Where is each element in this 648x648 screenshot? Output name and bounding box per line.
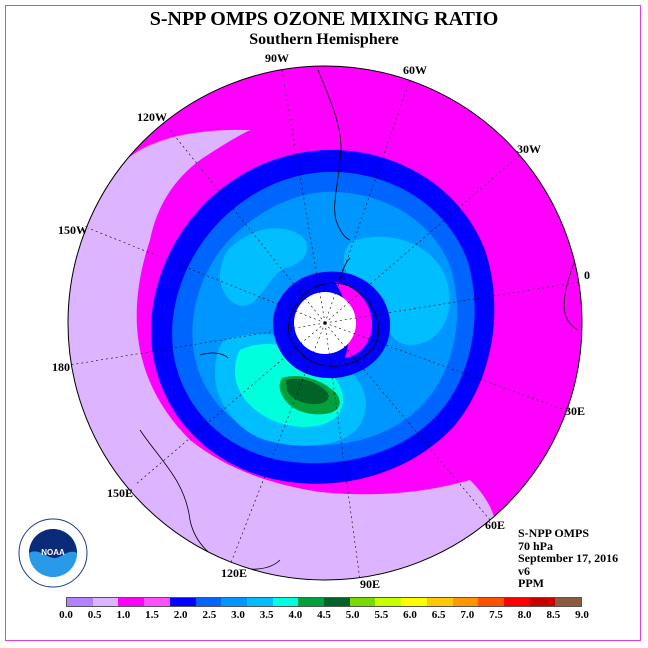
lon-label-180: 180 xyxy=(52,360,70,374)
info-block: S-NPP OMPS 70 hPa September 17, 2016 v6 … xyxy=(518,527,618,590)
colorbar-tick-label: 1.0 xyxy=(116,609,131,621)
colorbar-tick-label: 6.5 xyxy=(431,609,446,621)
info-date: September 17, 2016 xyxy=(518,551,619,565)
lon-label-120e: 120E xyxy=(221,566,248,580)
lon-label-30w: 30W xyxy=(517,142,541,156)
colorbar-segment xyxy=(349,598,376,606)
colorbar-segment xyxy=(221,598,247,606)
colorbar-segment xyxy=(529,598,556,606)
colorbar-tick-label: 2.0 xyxy=(173,609,188,621)
antarctica-coastline xyxy=(288,282,380,367)
colorbar-tick-label: 3.5 xyxy=(259,609,274,621)
info-units: PPM xyxy=(518,576,544,590)
info-instrument: S-NPP OMPS xyxy=(518,526,589,540)
noaa-logo: NOAA xyxy=(18,518,88,588)
info-level: 70 hPa xyxy=(518,538,554,553)
colorbar-tick-label: 5.5 xyxy=(374,609,389,621)
colorbar-segment xyxy=(92,598,119,606)
colorbar-segment xyxy=(401,598,427,606)
colorbar-segment xyxy=(426,598,453,606)
colorbar-tick-label: 0.5 xyxy=(87,609,102,621)
colorbar-segment xyxy=(169,598,196,606)
colorbar-tick-label: 9.0 xyxy=(575,609,589,621)
field-region-lavender xyxy=(68,129,495,580)
lon-label-0: 0 xyxy=(584,268,590,282)
colorbar-segment xyxy=(324,598,350,606)
coastlines xyxy=(139,69,579,570)
colorbar-segment xyxy=(452,598,479,606)
lon-label-90e: 90E xyxy=(360,577,381,591)
colorbar-segment xyxy=(67,598,93,606)
antarctic-peninsula-coastline xyxy=(339,257,351,281)
lon-label-150w: 150W xyxy=(58,223,88,237)
colorbar-tick-label: 8.0 xyxy=(517,609,532,621)
colorbar-tick-label: 8.5 xyxy=(546,609,561,621)
colorbar-segment xyxy=(555,598,582,606)
field-region-light-blue-east xyxy=(343,236,450,345)
lon-label-120w: 120W xyxy=(137,110,167,124)
australia-coastline xyxy=(139,429,281,570)
graticule xyxy=(69,69,581,580)
lon-label-60w: 60W xyxy=(403,63,427,77)
colorbar-segment xyxy=(195,598,222,606)
new-zealand-coastline xyxy=(199,352,229,359)
south-america-coastline xyxy=(317,69,351,241)
colorbar-tick-label: 1.5 xyxy=(145,609,159,621)
colorbar-tick-label: 2.5 xyxy=(202,609,217,621)
map-frame xyxy=(5,5,641,641)
colorbar-segment xyxy=(503,598,530,606)
colorbar xyxy=(66,597,582,607)
colorbar-segment xyxy=(375,598,402,606)
lon-label-30e: 30E xyxy=(565,404,586,418)
colorbar-tick-label: 3.0 xyxy=(231,609,245,621)
colorbar-segment xyxy=(272,598,299,606)
globe-outline xyxy=(67,65,583,581)
colorbar-segment xyxy=(118,598,145,606)
colorbar-ticks: 0.0 0.5 1.0 1.5 2.0 2.5 3.0 3.5 4.0 4.5 5.0 5.5 6.0 6… xyxy=(59,609,589,623)
colorbar-tick-label: 4.0 xyxy=(288,609,303,621)
colorbar-segment xyxy=(246,598,273,606)
colorbar-segment xyxy=(298,598,325,606)
lon-label-150e: 150E xyxy=(107,486,134,500)
africa-coastline xyxy=(563,259,579,331)
colorbar-tick-label: 4.5 xyxy=(317,609,331,621)
lon-label-60e: 60E xyxy=(485,518,506,532)
noaa-logo-text: NOAA xyxy=(41,548,65,557)
colorbar-tick-label: 0.0 xyxy=(59,609,73,621)
colorbar-segment xyxy=(478,598,504,606)
colorbar-segment xyxy=(144,598,170,606)
field-region-dark-green xyxy=(286,378,329,405)
colorbar-tick-label: 7.0 xyxy=(460,609,475,621)
field-region-light-blue-west xyxy=(219,228,308,306)
map-title: S-NPP OMPS OZONE MIXING RATIO xyxy=(149,8,499,30)
info-version: v6 xyxy=(518,563,530,578)
map-subtitle: Southern Hemisphere xyxy=(249,31,399,48)
colorbar-tick-label: 5.0 xyxy=(345,609,360,621)
colorbar-tick-label: 6.0 xyxy=(403,609,417,621)
lon-label-90w: 90W xyxy=(265,51,289,65)
colorbar-tick-label: 7.5 xyxy=(489,609,503,621)
